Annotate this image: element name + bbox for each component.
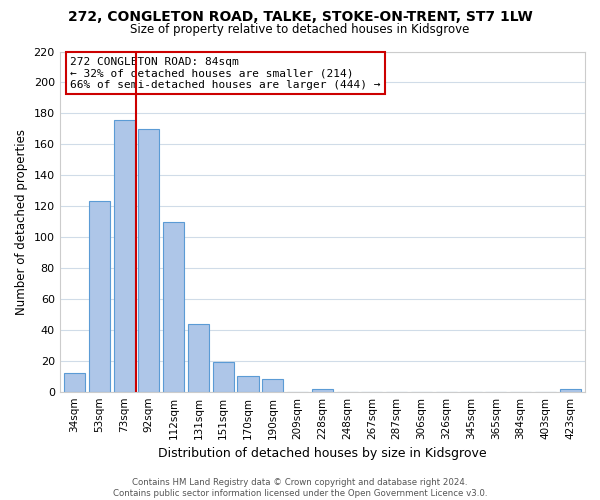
Bar	[312, 388, 333, 392]
Bar	[238, 376, 259, 392]
Bar	[212, 362, 234, 392]
Text: 272, CONGLETON ROAD, TALKE, STOKE-ON-TRENT, ST7 1LW: 272, CONGLETON ROAD, TALKE, STOKE-ON-TRE…	[68, 10, 532, 24]
Bar	[89, 202, 110, 392]
Bar	[139, 129, 160, 392]
Bar	[262, 380, 283, 392]
Bar	[560, 388, 581, 392]
Bar	[113, 120, 134, 392]
Bar	[163, 222, 184, 392]
Text: Contains HM Land Registry data © Crown copyright and database right 2024.
Contai: Contains HM Land Registry data © Crown c…	[113, 478, 487, 498]
Bar	[64, 373, 85, 392]
Text: Size of property relative to detached houses in Kidsgrove: Size of property relative to detached ho…	[130, 22, 470, 36]
Bar	[188, 324, 209, 392]
Text: 272 CONGLETON ROAD: 84sqm
← 32% of detached houses are smaller (214)
66% of semi: 272 CONGLETON ROAD: 84sqm ← 32% of detac…	[70, 56, 380, 90]
Y-axis label: Number of detached properties: Number of detached properties	[15, 128, 28, 314]
X-axis label: Distribution of detached houses by size in Kidsgrove: Distribution of detached houses by size …	[158, 447, 487, 460]
